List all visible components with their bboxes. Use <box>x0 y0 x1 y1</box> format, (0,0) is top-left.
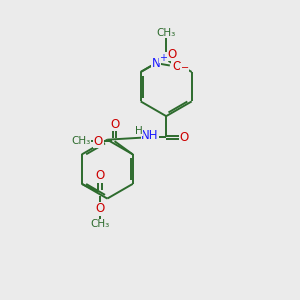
Text: O: O <box>95 202 105 215</box>
Text: +: + <box>159 53 167 63</box>
Text: CH₃: CH₃ <box>90 219 110 229</box>
Text: O: O <box>94 135 103 148</box>
Text: N: N <box>152 57 160 70</box>
Text: O: O <box>180 131 189 144</box>
Text: −: − <box>181 63 189 74</box>
Text: O: O <box>95 169 105 182</box>
Text: O: O <box>110 118 119 130</box>
Text: H: H <box>135 126 143 136</box>
Text: O: O <box>168 48 177 61</box>
Text: NH: NH <box>141 129 159 142</box>
Text: CH₃: CH₃ <box>157 28 176 38</box>
Text: O: O <box>172 60 181 73</box>
Text: CH₃: CH₃ <box>72 136 91 146</box>
